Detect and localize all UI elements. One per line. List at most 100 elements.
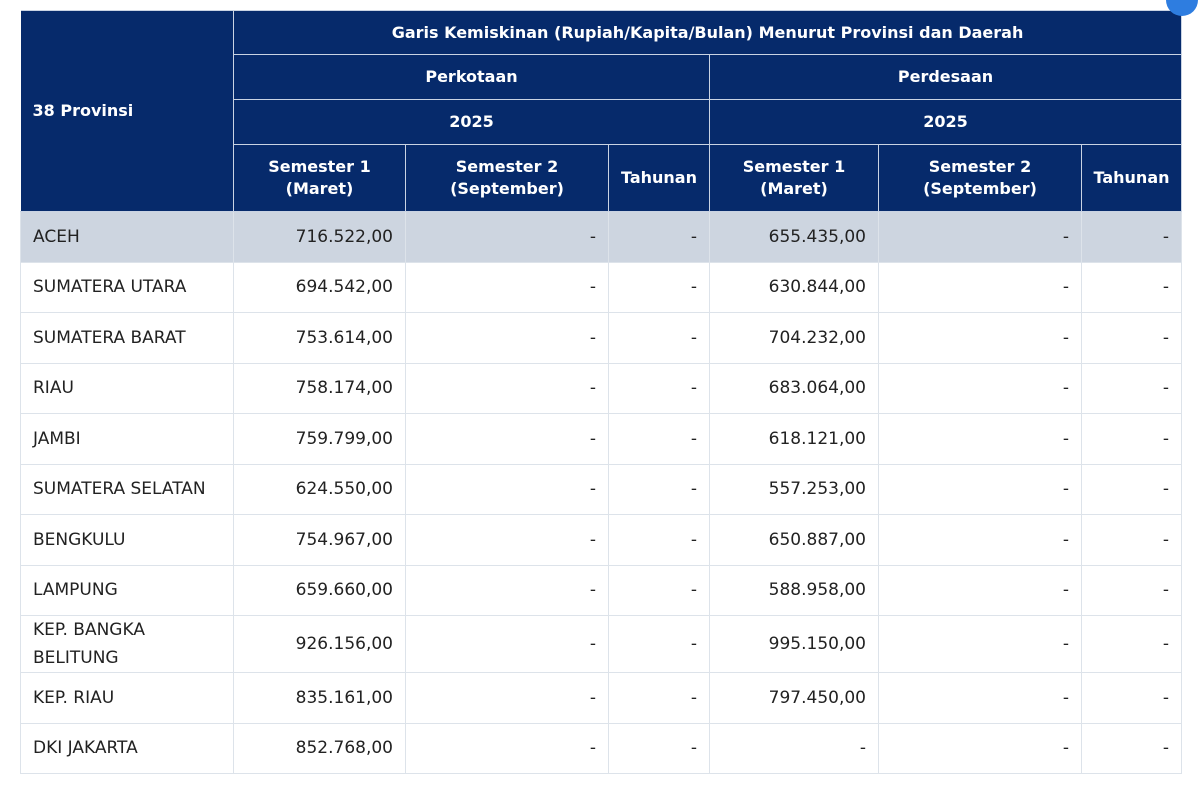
value-cell: - <box>405 514 609 566</box>
value-cell: - <box>1080 312 1183 364</box>
table-container: 38 Provinsi Garis Kemiskinan (Rupiah/Kapi… <box>20 10 1183 774</box>
value-cell: 694.542,00 <box>233 261 406 313</box>
value-cell: - <box>1080 261 1183 313</box>
value-cell: - <box>878 514 1082 566</box>
value-cell: - <box>1080 362 1183 414</box>
value-cell: - <box>405 312 609 364</box>
data-row: SUMATERA UTARA 694.542,00- -630.844,00- - <box>20 261 1183 313</box>
data-row: ACEH 716.522,00- -655.435,00- - <box>20 211 1183 263</box>
value-cell: - <box>405 463 609 515</box>
value-cell: 655.435,00 <box>709 211 879 263</box>
poverty-table: 38 Provinsi Garis Kemiskinan (Rupiah/Kapi… <box>20 10 1183 774</box>
value-cell: - <box>405 362 609 414</box>
province-cell: KEP. RIAU <box>20 672 234 724</box>
value-cell: - <box>1080 514 1183 566</box>
province-cell: LAMPUNG <box>20 564 234 616</box>
column-header-line: Tahunan <box>1093 168 1170 187</box>
value-cell: 557.253,00 <box>709 463 879 515</box>
value-cell: - <box>1080 564 1183 616</box>
value-cell: - <box>608 672 710 724</box>
value-cell: 926.156,00 <box>233 615 406 673</box>
year-header: 2025 <box>233 99 710 145</box>
column-header-line: (September) <box>450 179 564 198</box>
header-row: 2025 2025 <box>21 99 1183 145</box>
column-header-line: (Maret) <box>285 179 354 198</box>
value-cell: - <box>878 261 1082 313</box>
floating-button[interactable] <box>1166 0 1198 16</box>
value-cell: - <box>608 463 710 515</box>
data-row: KEP. BANGKA BELITUNG 926.156,00- -995.150,… <box>20 615 1183 673</box>
column-header-line: Semester 2 <box>455 157 559 176</box>
column-header-line: Semester 1 <box>268 157 371 176</box>
data-row: LAMPUNG 659.660,00- -588.958,00- - <box>20 564 1183 616</box>
value-cell: - <box>1080 413 1183 465</box>
province-cell: JAMBI <box>20 413 234 465</box>
value-cell: - <box>405 615 609 673</box>
value-cell: 659.660,00 <box>233 564 406 616</box>
value-cell: - <box>608 211 710 263</box>
data-row: SUMATERA BARAT 753.614,00- -704.232,00- - <box>20 312 1183 364</box>
data-row: RIAU 758.174,00- -683.064,00- - <box>20 362 1183 414</box>
header-row: 38 Provinsi Garis Kemiskinan (Rupiah/Kapi… <box>20 10 1183 212</box>
value-cell: 716.522,00 <box>233 211 406 263</box>
value-cell: 758.174,00 <box>233 362 406 414</box>
value-cell: - <box>878 362 1082 414</box>
data-row: KEP. RIAU 835.161,00- -797.450,00- - <box>20 672 1183 724</box>
column-header: Tahunan <box>608 144 710 212</box>
value-cell: - <box>709 722 879 774</box>
value-cell: - <box>878 463 1082 515</box>
region-header: Perkotaan <box>233 54 710 100</box>
value-cell: - <box>608 615 710 673</box>
value-cell: - <box>878 672 1082 724</box>
column-header-line: Semester 2 <box>928 157 1032 176</box>
data-row: JAMBI 759.799,00- -618.121,00- - <box>20 413 1183 465</box>
value-cell: - <box>1080 722 1183 774</box>
value-cell: - <box>608 413 710 465</box>
column-header-line: (September) <box>923 179 1037 198</box>
column-header-line: Semester 1 <box>742 157 846 176</box>
column-header: Semester 1 (Maret) <box>709 144 879 212</box>
value-cell: - <box>1080 463 1183 515</box>
value-cell: - <box>608 514 710 566</box>
province-cell: BENGKULU <box>20 514 234 566</box>
province-cell: RIAU <box>20 362 234 414</box>
value-cell: 797.450,00 <box>709 672 879 724</box>
value-cell: 759.799,00 <box>233 413 406 465</box>
corner-header: 38 Provinsi <box>20 10 234 212</box>
header-row: Perkotaan Perdesaan <box>21 54 1183 100</box>
value-cell: - <box>608 722 710 774</box>
table-title: Garis Kemiskinan (Rupiah/Kapita/Bulan) M… <box>232 10 1183 55</box>
value-cell: 995.150,00 <box>709 615 879 673</box>
value-cell: 650.887,00 <box>709 514 879 566</box>
column-header: Semester 1 (Maret) <box>233 144 406 212</box>
data-row: SUMATERA SELATAN 624.550,00- -557.253,00- - <box>20 463 1183 515</box>
value-cell: - <box>878 615 1082 673</box>
value-cell: 852.768,00 <box>233 722 406 774</box>
data-row: BENGKULU 754.967,00- -650.887,00- - <box>20 514 1183 566</box>
column-header: Semester 2 (September) <box>405 144 609 212</box>
value-cell: - <box>878 312 1082 364</box>
column-header: Tahunan <box>1080 144 1183 212</box>
header-row: Semester 1 (Maret) Semester 2 (September) Ta… <box>21 144 1183 212</box>
province-cell: SUMATERA UTARA <box>20 261 234 313</box>
value-cell: - <box>1080 211 1183 263</box>
value-cell: - <box>1080 615 1183 673</box>
column-header-line: (Maret) <box>760 179 828 198</box>
value-cell: 835.161,00 <box>233 672 406 724</box>
column-header: Semester 2 (September) <box>878 144 1082 212</box>
province-cell: SUMATERA BARAT <box>20 312 234 364</box>
value-cell: 753.614,00 <box>233 312 406 364</box>
value-cell: 624.550,00 <box>233 463 406 515</box>
value-cell: - <box>1080 672 1183 724</box>
value-cell: - <box>608 312 710 364</box>
value-cell: - <box>405 672 609 724</box>
value-cell: - <box>405 261 609 313</box>
province-cell: ACEH <box>20 211 234 263</box>
value-cell: - <box>405 722 609 774</box>
value-cell: - <box>608 564 710 616</box>
province-cell: SUMATERA SELATAN <box>20 463 234 515</box>
value-cell: 630.844,00 <box>709 261 879 313</box>
value-cell: - <box>405 564 609 616</box>
year-header: 2025 <box>708 99 1183 145</box>
